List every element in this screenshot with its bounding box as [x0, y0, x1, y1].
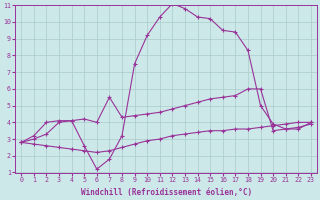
X-axis label: Windchill (Refroidissement éolien,°C): Windchill (Refroidissement éolien,°C) — [81, 188, 252, 197]
